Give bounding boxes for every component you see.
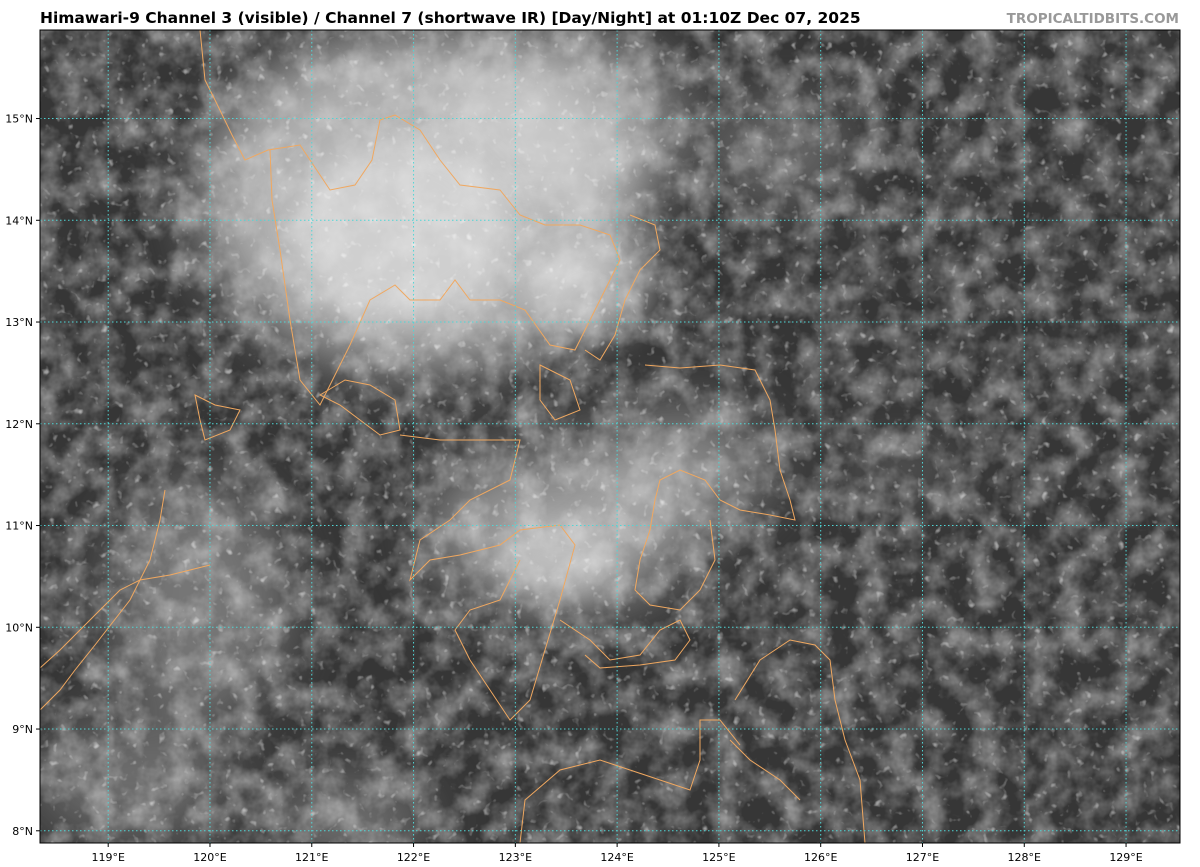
imagery-layer bbox=[40, 30, 1180, 843]
lat-tick-label: 15°N bbox=[5, 113, 33, 126]
map-title: Himawari-9 Channel 3 (visible) / Channel… bbox=[40, 9, 861, 27]
lon-tick-label: 125°E bbox=[702, 851, 735, 864]
coastline-samar-leyte bbox=[634, 364, 796, 611]
coastlines bbox=[40, 30, 866, 843]
graticule bbox=[40, 30, 1180, 843]
lon-tick-label: 129°E bbox=[1109, 851, 1142, 864]
lon-tick-label: 123°E bbox=[499, 851, 532, 864]
lat-tick-label: 8°N bbox=[12, 825, 33, 838]
map-frame bbox=[39, 29, 1181, 844]
coastline-cebu-bohol bbox=[559, 619, 691, 669]
coastline-masbate bbox=[539, 364, 581, 421]
lon-tick-label: 128°E bbox=[1008, 851, 1041, 864]
coastline-luzon bbox=[199, 30, 661, 406]
lon-tick-label: 126°E bbox=[804, 851, 837, 864]
lat-tick-label: 10°N bbox=[5, 621, 33, 634]
coastline-mindanao bbox=[519, 639, 866, 843]
coastline-palawan bbox=[40, 489, 211, 711]
lat-tick-label: 11°N bbox=[5, 520, 33, 533]
brand-watermark: TROPICALTIDBITS.COM bbox=[1006, 11, 1179, 27]
lon-tick-label: 122°E bbox=[397, 851, 430, 864]
coastline-panay-negros bbox=[399, 434, 576, 721]
lon-tick-label: 127°E bbox=[906, 851, 939, 864]
coastline-mindoro bbox=[318, 379, 401, 436]
lon-tick-label: 120°E bbox=[193, 851, 226, 864]
lon-tick-label: 119°E bbox=[91, 851, 124, 864]
lon-tick-label: 121°E bbox=[295, 851, 328, 864]
lat-tick-label: 13°N bbox=[5, 316, 33, 329]
coastline-calamian bbox=[194, 394, 241, 441]
lat-tick-label: 12°N bbox=[5, 418, 33, 431]
lon-tick-label: 124°E bbox=[600, 851, 633, 864]
axis-ticks: 119°E 120°E 121°E 122°E 123°E 124°E 125°E 126°E… bbox=[5, 113, 1143, 864]
lat-tick-label: 9°N bbox=[12, 723, 33, 736]
lat-tick-label: 14°N bbox=[5, 214, 33, 227]
